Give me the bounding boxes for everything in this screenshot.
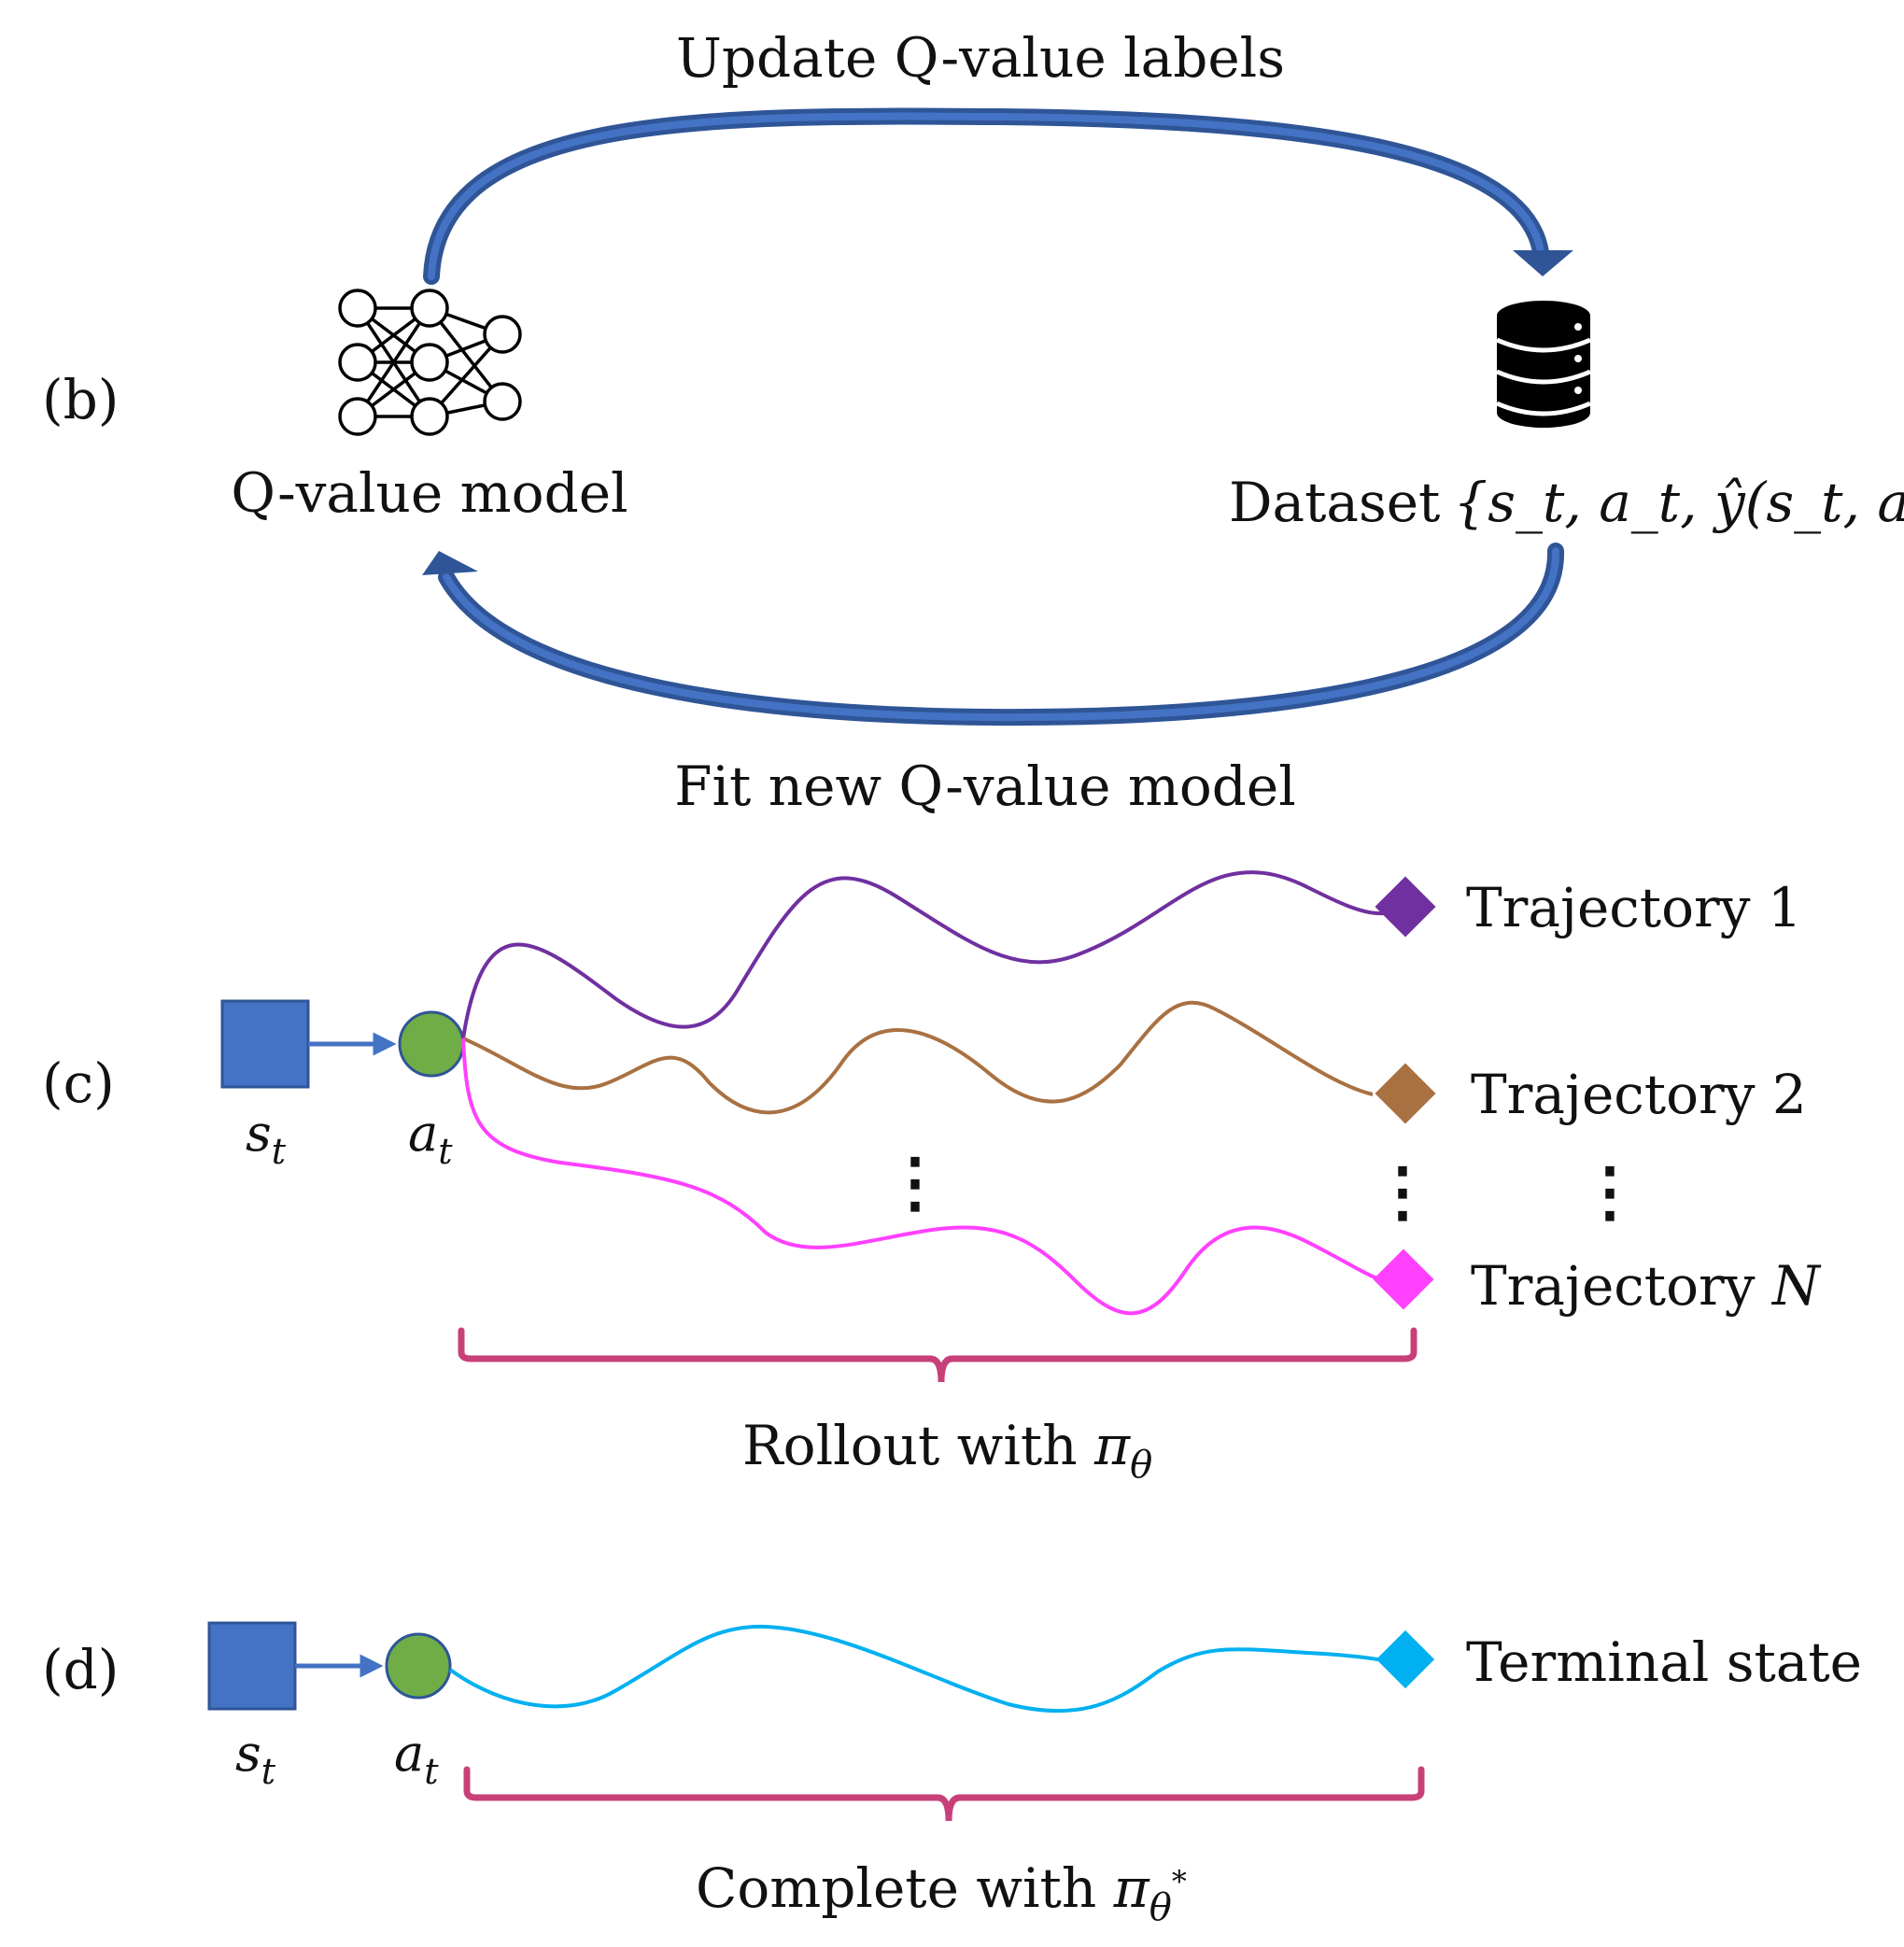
action-label-d: at [394,1724,439,1792]
action-label-c: at [408,1104,453,1172]
trajectory-1-end-diamond [1375,876,1436,938]
ellipsis-labels: ⋮ [1577,1152,1643,1230]
update-q-value-labels: Update Q-value labels [676,26,1285,90]
terminal-state-label: Terminal state [1466,1630,1862,1694]
terminal-state-diamond [1375,1630,1435,1689]
trajectory-1-path [461,870,1385,1039]
state-label-d: st [235,1724,276,1792]
panel-d-tag: (d) [42,1638,119,1701]
neural-network-icon [338,289,522,436]
trajectory-n-label: Trajectory N [1471,1254,1822,1318]
database-icon [1495,301,1592,428]
terminal-trajectory-path [448,1624,1385,1714]
action-circle-d [385,1632,452,1700]
panel-b-tag: (b) [42,368,119,431]
panel-c-tag: (c) [42,1051,115,1115]
trajectory-1-label: Trajectory 1 [1466,876,1802,939]
ellipsis-diamonds: ⋮ [1370,1152,1435,1230]
ellipsis-middle: ⋮ [882,1143,948,1220]
rollout-label: Rollout with πθ [742,1414,1152,1487]
rollout-brace [458,1327,1417,1383]
fit-new-q-value-model: Fit new Q-value model [674,755,1296,818]
dataset-label: Dataset{s_t, a_t, ŷ(s_t, a_t)} [1229,471,1904,534]
bottom-cycle-arrow [422,543,1565,727]
trajectory-2-end-diamond [1375,1063,1436,1124]
trajectory-n-path [461,1037,1381,1316]
trajectory-n-end-diamond [1373,1249,1434,1310]
trajectory-2-path [462,1000,1374,1115]
state-label-c: st [246,1104,287,1172]
state-square-c [220,999,310,1089]
complete-label: Complete with πθ* [696,1856,1187,1929]
action-circle-c [398,1010,465,1078]
state-square-d [207,1621,297,1711]
trajectory-2-label: Trajectory 2 [1471,1063,1807,1126]
complete-brace [463,1766,1425,1822]
top-cycle-arrow [423,107,1573,285]
q-value-model-label: Q-value model [231,461,628,525]
